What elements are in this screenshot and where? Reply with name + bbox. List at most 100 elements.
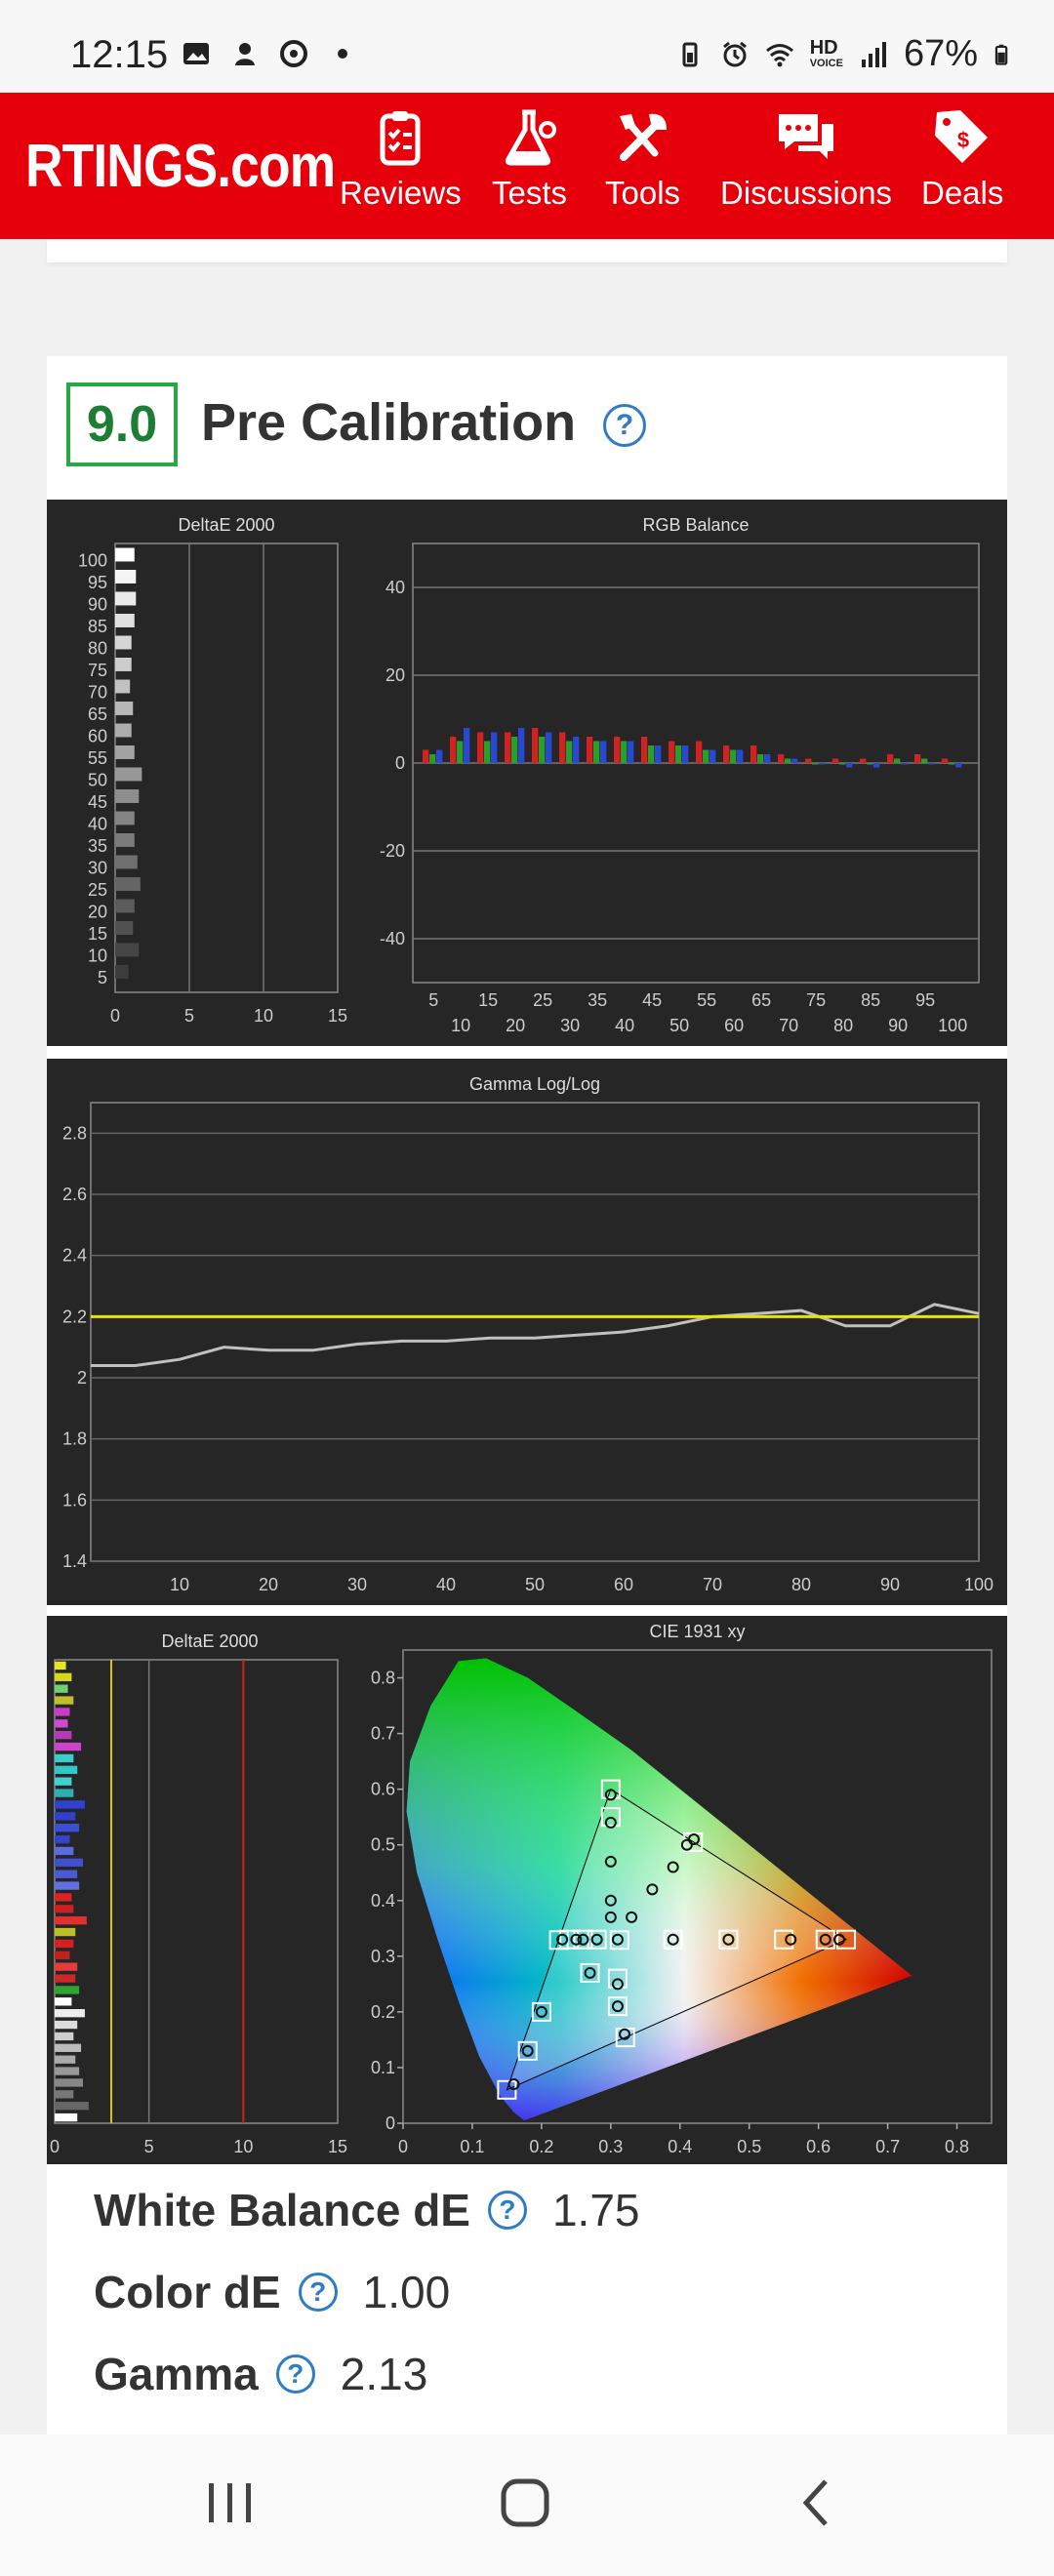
x-tick-label: 0 (398, 2137, 408, 2156)
bar (785, 758, 791, 763)
bar (723, 745, 730, 763)
color-de-row: Color dE ? 1.00 (94, 2266, 450, 2318)
nav-reviews[interactable]: Reviews (340, 106, 462, 223)
gamma-value: 2.13 (340, 2349, 428, 2399)
home-icon[interactable] (496, 2474, 554, 2532)
brand-logo[interactable]: RTINGS.com (25, 133, 336, 200)
bar (491, 732, 498, 763)
y-tick-label: 65 (88, 704, 107, 724)
y-tick-label: 2.6 (62, 1185, 87, 1204)
measured-point (611, 1978, 624, 1991)
voice-label: VOICE (809, 57, 843, 69)
bar (901, 763, 908, 765)
section-title: Pre Calibration (201, 393, 577, 452)
measured-point (832, 1933, 845, 1946)
bar (115, 745, 135, 759)
measured-point (604, 1855, 617, 1868)
y-tick-label: 0 (385, 2113, 395, 2133)
x-tick-label: 5 (144, 2137, 154, 2156)
bar (593, 741, 600, 763)
white-balance-de-row: White Balance dE ? 1.75 (94, 2184, 640, 2236)
bar (55, 1881, 80, 1890)
bar (757, 754, 764, 763)
bar (55, 1974, 76, 1983)
y-tick-label: -20 (380, 841, 405, 861)
help-icon[interactable]: ? (603, 404, 646, 447)
bar (477, 732, 484, 763)
bar (730, 749, 737, 763)
back-icon[interactable] (792, 2474, 841, 2532)
bar (709, 749, 716, 763)
target-marker (580, 1962, 600, 1983)
white-balance-de-value: 1.75 (551, 2185, 640, 2235)
y-tick-label: 85 (88, 617, 107, 636)
x-tick-label: 0.2 (529, 2137, 553, 2156)
bar (115, 965, 129, 979)
bar (887, 754, 894, 763)
measured-point (604, 1789, 617, 1801)
x-tick-label: 25 (533, 990, 552, 1010)
bar (532, 728, 539, 763)
nav-tests[interactable]: Tests (492, 106, 567, 223)
bar (949, 763, 955, 765)
nav-deals[interactable]: $ Deals (921, 106, 1003, 223)
bar (819, 763, 826, 765)
x-tick-label: 100 (964, 1575, 993, 1594)
chat-icon (779, 114, 834, 159)
y-tick-label: 1.4 (62, 1551, 87, 1571)
measured-point (785, 1933, 797, 1946)
measured-point (722, 1933, 735, 1946)
x-tick-label: 30 (347, 1575, 367, 1594)
color-de-value: 1.00 (362, 2267, 451, 2317)
measured-point (626, 1911, 638, 1923)
gamma-panel: Gamma Log/Log 1.4 1.6 1.8 2 2.2 2.4 2.6 2.8 10 20 3… (47, 1059, 1007, 1605)
recent-apps-icon[interactable] (203, 2474, 258, 2532)
x-tick-label: 0.6 (806, 2137, 831, 2156)
target-marker (683, 1831, 704, 1852)
bar (655, 745, 662, 763)
x-tick-label: 0 (50, 2137, 60, 2156)
bar (55, 1708, 70, 1716)
x-tick-label: 50 (669, 1016, 689, 1035)
measured-point (604, 1816, 617, 1829)
score-badge: 9.0 (66, 382, 178, 466)
target-marker (836, 1929, 857, 1950)
plot-frame (90, 1102, 980, 1562)
help-icon[interactable]: ? (275, 2355, 315, 2394)
x-tick-label: 70 (703, 1575, 722, 1594)
help-icon[interactable]: ? (487, 2191, 527, 2230)
measured-point (577, 1933, 589, 1946)
measured-point (604, 1894, 617, 1907)
help-icon[interactable]: ? (298, 2273, 338, 2312)
clipboard-icon (380, 111, 421, 166)
bar (115, 877, 141, 891)
bar (648, 745, 655, 763)
x-tick-label: 20 (259, 1575, 278, 1594)
alarm-icon (722, 41, 747, 66)
gamma-row: Gamma ? 2.13 (94, 2348, 427, 2400)
app-notification-icon (235, 43, 255, 65)
bar (873, 763, 880, 768)
wifi-icon (765, 43, 793, 66)
bar (942, 758, 949, 763)
bar (812, 763, 819, 765)
bar (737, 749, 744, 763)
bar (115, 833, 135, 847)
target-marker (531, 2001, 551, 2022)
bar (791, 758, 798, 763)
target-marker (517, 2040, 538, 2061)
x-tick-label: 0.3 (598, 2137, 623, 2156)
bar (614, 737, 621, 763)
nav-tools[interactable]: Tools (605, 106, 680, 223)
bar (921, 758, 928, 763)
nav-discussions[interactable]: Discussions (720, 106, 892, 223)
nav-tests-label: Tests (492, 175, 568, 211)
bar (115, 723, 132, 738)
x-tick-label: 0.4 (668, 2137, 692, 2156)
y-tick-label: 80 (88, 638, 107, 658)
nav-reviews-label: Reviews (340, 175, 462, 211)
measured-point (521, 2044, 534, 2057)
x-tick-label: 95 (915, 990, 935, 1010)
x-tick-label: 90 (888, 1016, 908, 1035)
